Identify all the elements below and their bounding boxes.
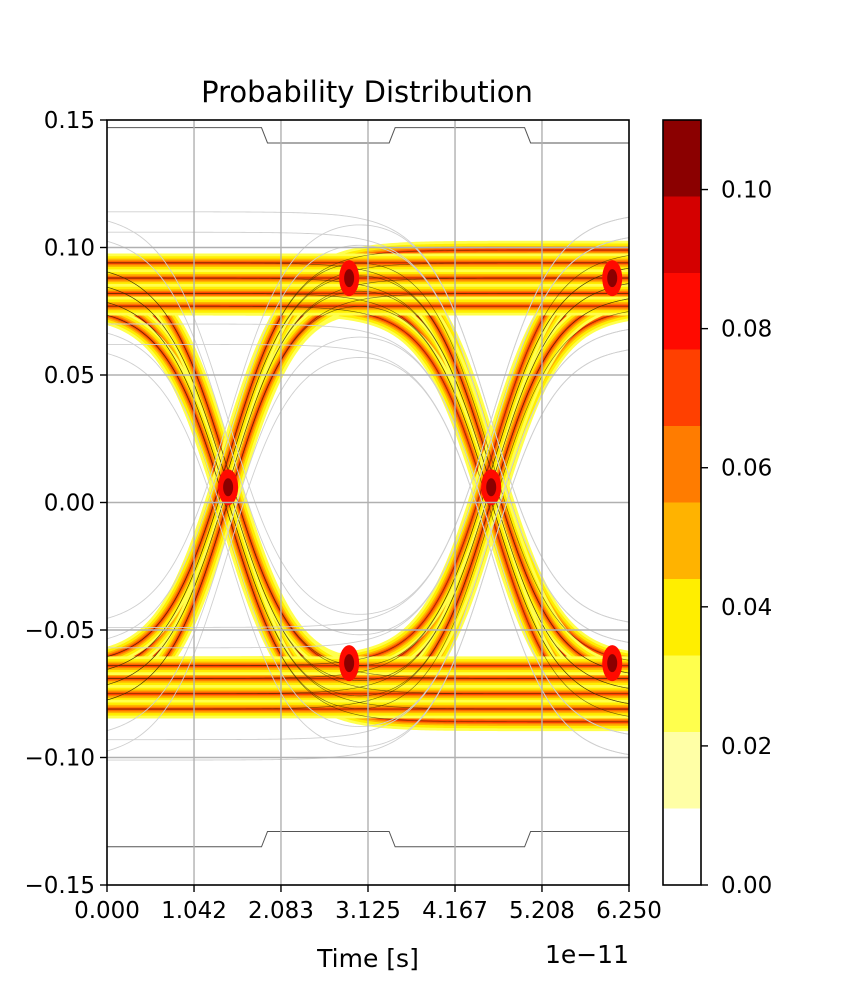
- y-tick-label: 0.00: [44, 491, 95, 517]
- crossing-core-1-0: [486, 478, 497, 497]
- outer-contour-top: [107, 127, 629, 144]
- colorbar-band: [663, 426, 701, 503]
- x-tick-label: 1.042: [161, 898, 227, 924]
- x-tick-label: 5.208: [509, 898, 575, 924]
- colorbar-band: [663, 579, 701, 656]
- x-axis-ticks: 0.000 1.042 2.083 3.125 4.167 5.208 6.250: [74, 885, 662, 924]
- colorbar-ticks: 0.00 0.02 0.04 0.06 0.08 0.10: [701, 178, 772, 899]
- colorbar-tick-label: 0.06: [721, 456, 772, 482]
- y-tick-label: 0.10: [44, 236, 95, 262]
- x-tick-label: 0.000: [74, 898, 140, 924]
- x-tick-label: 6.250: [596, 898, 662, 924]
- colorbar-band: [663, 349, 701, 426]
- chart-title: Probability Distribution: [201, 75, 533, 109]
- colorbar-tick-label: 0.10: [721, 178, 772, 204]
- colorbar-band: [663, 196, 701, 273]
- y-tick-label: −0.15: [25, 873, 95, 899]
- colorbar-tick-label: 0.02: [721, 734, 772, 760]
- colorbar-tick-label: 0.00: [721, 873, 772, 899]
- outer-envelope-contour: [107, 127, 629, 848]
- x-tick-label: 3.125: [335, 898, 401, 924]
- crossing-core-0-0: [223, 478, 234, 497]
- y-tick-label: 0.05: [44, 363, 95, 389]
- colorbar-bands: [663, 120, 701, 885]
- plot-area: 0.000 1.042 2.083 3.125 4.167 5.208 6.250 0.15…: [25, 108, 662, 924]
- y-tick-label: 0.15: [44, 108, 95, 134]
- colorbar-frame: [662, 119, 702, 886]
- colorbar-band: [663, 120, 701, 197]
- crossing-core-0-1: [344, 269, 355, 288]
- x-axis-label: Time [s]: [316, 944, 419, 973]
- outer-contour-bottom: [107, 830, 629, 848]
- y-tick-label: −0.05: [25, 618, 95, 644]
- colorbar-band: [663, 655, 701, 732]
- x-axis-offset-label: 1e−11: [545, 940, 629, 969]
- y-axis-ticks: 0.15 0.10 0.05 0.00 −0.05 −0.10 −0.15: [25, 108, 107, 899]
- crossing-core-1-2: [607, 654, 618, 673]
- colorbar-tick-label: 0.04: [721, 595, 772, 621]
- colorbar-band: [663, 808, 701, 885]
- x-tick-label: 2.083: [248, 898, 314, 924]
- grid-lines: [107, 120, 629, 885]
- colorbar-band: [663, 502, 701, 579]
- y-tick-label: −0.10: [25, 746, 95, 772]
- colorbar-tick-label: 0.08: [721, 317, 772, 343]
- crossing-core-1-1: [607, 269, 618, 288]
- colorbar: 0.00 0.02 0.04 0.06 0.08 0.10: [662, 119, 772, 899]
- crossing-core-0-2: [344, 654, 355, 673]
- colorbar-band: [663, 732, 701, 809]
- x-tick-label: 4.167: [422, 898, 488, 924]
- colorbar-band: [663, 273, 701, 350]
